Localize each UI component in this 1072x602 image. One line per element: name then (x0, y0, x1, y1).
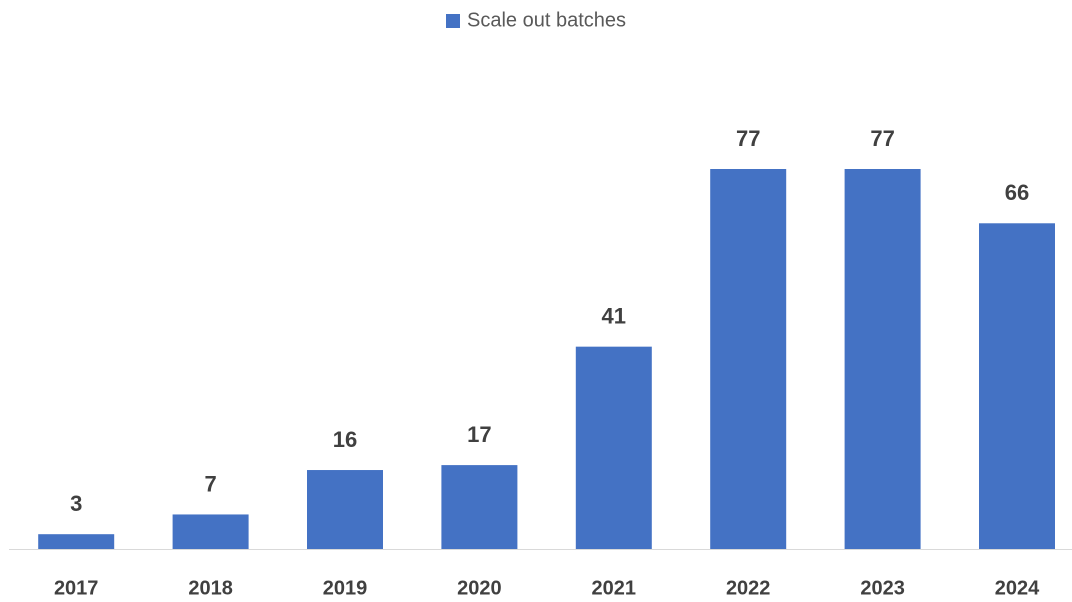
x-tick-label: 2024 (995, 577, 1040, 599)
x-tick-label: 2021 (592, 577, 637, 599)
bar (441, 465, 518, 549)
data-label: 3 (70, 491, 82, 516)
x-tick-label: 2020 (457, 577, 502, 599)
bar (575, 346, 652, 549)
x-tick-label: 2018 (188, 577, 233, 599)
bar (172, 514, 249, 549)
data-label: 16 (333, 427, 357, 452)
legend-swatch (446, 14, 460, 28)
bar (307, 470, 383, 549)
x-tick-label: 2022 (726, 577, 771, 599)
x-tick-label: 2023 (860, 577, 905, 599)
data-label: 77 (870, 126, 894, 151)
bar (844, 169, 921, 549)
data-label: 41 (602, 303, 626, 328)
data-label: 7 (204, 471, 216, 496)
bar (979, 223, 1055, 550)
data-label: 66 (1005, 180, 1029, 205)
x-tick-label: 2019 (323, 577, 368, 599)
legend-label: Scale out batches (467, 9, 626, 31)
bar (710, 169, 787, 549)
x-tick-label: 2017 (54, 577, 99, 599)
bar (38, 534, 115, 549)
data-label: 17 (467, 422, 491, 447)
data-label: 77 (736, 126, 760, 151)
